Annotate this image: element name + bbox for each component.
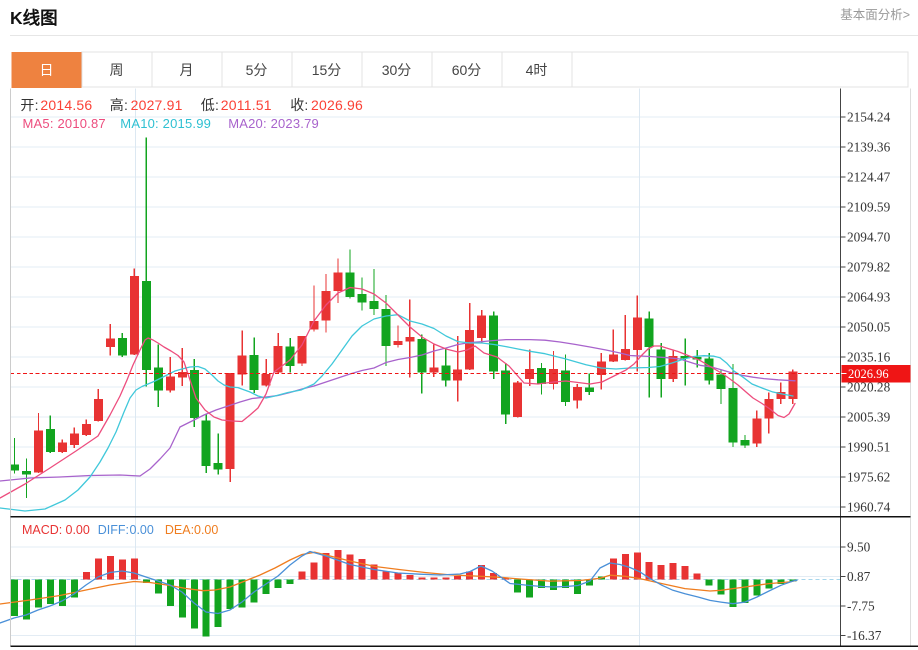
svg-text:2124.47: 2124.47 <box>847 170 891 185</box>
svg-text:月: 月 <box>180 62 194 78</box>
svg-text:5分: 5分 <box>246 62 268 78</box>
svg-text:60分: 60分 <box>452 62 482 78</box>
svg-text:-7.75: -7.75 <box>847 598 875 613</box>
svg-text:2026.96: 2026.96 <box>848 367 889 381</box>
svg-text:2094.70: 2094.70 <box>847 230 891 245</box>
svg-text:1960.74: 1960.74 <box>847 500 891 515</box>
svg-text:2109.59: 2109.59 <box>847 200 891 215</box>
svg-text:2079.82: 2079.82 <box>847 260 890 275</box>
svg-text:30分: 30分 <box>382 62 412 78</box>
svg-text:2020.28: 2020.28 <box>847 380 891 395</box>
svg-text:2050.05: 2050.05 <box>847 320 891 335</box>
svg-text:K线图: K线图 <box>10 8 58 28</box>
svg-text:日: 日 <box>40 62 54 78</box>
svg-text:15分: 15分 <box>312 62 342 78</box>
svg-text:2139.36: 2139.36 <box>847 140 891 155</box>
svg-text:2035.16: 2035.16 <box>847 350 891 365</box>
svg-text:2064.93: 2064.93 <box>847 290 891 305</box>
svg-text:4时: 4时 <box>526 62 548 78</box>
svg-text:2154.24: 2154.24 <box>847 110 891 125</box>
svg-text:基本面分析>: 基本面分析> <box>840 8 910 22</box>
svg-text:0.87: 0.87 <box>847 569 871 584</box>
svg-text:周: 周 <box>110 62 124 78</box>
svg-text:9.50: 9.50 <box>847 539 871 554</box>
svg-text:开:2014.56高:2027.91低:2011.51收:2: 开: 2014.56 高: 2027.91 低: 2011.51 收: 2026.96 <box>20 97 363 113</box>
svg-text:1990.51: 1990.51 <box>847 440 890 455</box>
svg-text:1975.62: 1975.62 <box>847 470 890 485</box>
svg-text:2005.39: 2005.39 <box>847 410 891 425</box>
svg-text:-16.37: -16.37 <box>847 628 882 643</box>
